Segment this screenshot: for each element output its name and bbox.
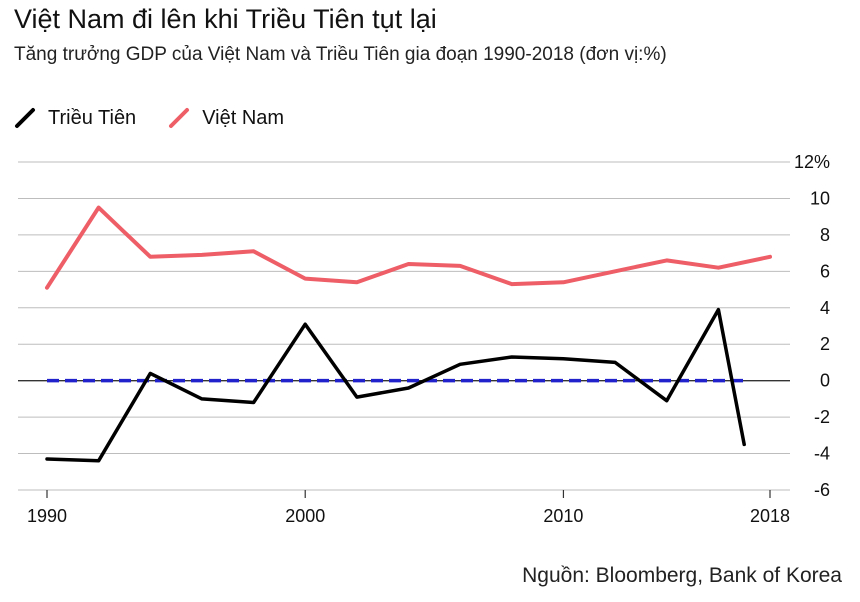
y-tick-label: 12% xyxy=(794,152,830,172)
legend: Triều Tiên Việt Nam xyxy=(14,104,316,132)
x-tick-labels: 1990 2000 2010 2018 xyxy=(27,506,790,526)
x-axis xyxy=(46,490,771,498)
legend-label-north-korea: Triều Tiên xyxy=(48,106,137,129)
legend-item-vietnam: Việt Nam xyxy=(168,107,284,130)
x-tick-label: 2018 xyxy=(750,506,790,526)
y-tick-label: 8 xyxy=(820,225,830,245)
y-tick-label: 10 xyxy=(810,188,830,208)
legend-swatch-north-korea xyxy=(15,108,35,128)
y-tick-label: -2 xyxy=(814,407,830,427)
legend-item-north-korea: Triều Tiên xyxy=(14,107,136,130)
chart-subtitle: Tăng trưởng GDP của Việt Nam và Triều Ti… xyxy=(14,44,667,65)
series-line-vietnam xyxy=(45,205,772,290)
y-tick-label: -6 xyxy=(814,480,830,500)
series-line-north-korea xyxy=(45,307,746,463)
chart-title: Việt Nam đi lên khi Triều Tiên tụt lại xyxy=(14,4,437,34)
y-tick-label: 6 xyxy=(820,261,830,281)
legend-label-vietnam: Việt Nam xyxy=(202,106,285,129)
x-tick-label: 2000 xyxy=(285,506,325,526)
series-lines xyxy=(45,205,772,463)
x-tick-label: 2010 xyxy=(543,506,583,526)
y-tick-label: 4 xyxy=(820,298,830,318)
y-tick-label: 2 xyxy=(820,334,830,354)
legend-swatch-vietnam xyxy=(169,108,190,128)
gridlines xyxy=(18,161,790,491)
y-tick-label: 0 xyxy=(820,371,830,391)
x-tick-label: 1990 xyxy=(27,506,67,526)
y-tick-labels: -6 -4 -2 0 2 4 6 8 10 12% xyxy=(794,152,830,500)
source-note: Nguồn: Bloomberg, Bank of Korea xyxy=(522,564,842,587)
y-tick-label: -4 xyxy=(814,444,830,464)
